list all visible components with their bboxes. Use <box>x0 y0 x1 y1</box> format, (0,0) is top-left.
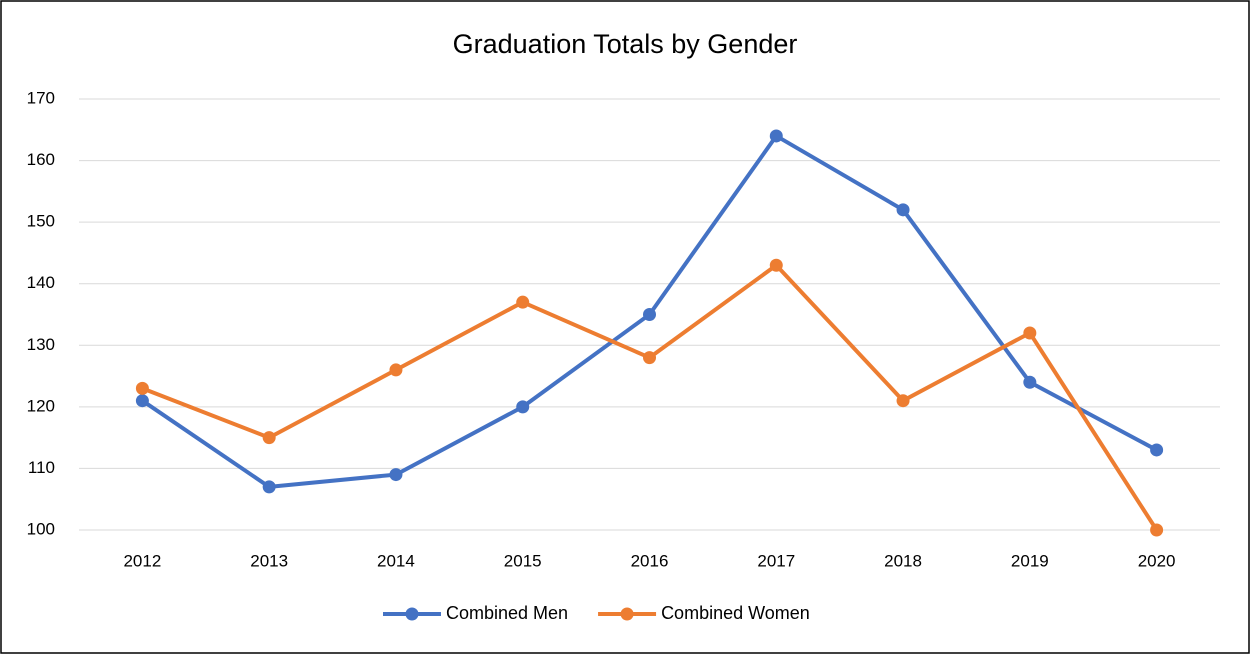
data-point <box>1023 375 1037 389</box>
y-tick-label: 170 <box>27 88 55 107</box>
x-tick-label: 2014 <box>377 551 415 570</box>
data-point <box>516 400 530 414</box>
data-point <box>643 351 656 365</box>
x-tick-label: 2019 <box>1011 551 1049 570</box>
x-tick-label: 2013 <box>250 551 288 570</box>
x-tick-label: 2015 <box>504 551 542 570</box>
data-point <box>1023 326 1037 340</box>
data-point <box>896 394 910 408</box>
y-tick-label: 140 <box>27 273 55 292</box>
y-tick-label: 120 <box>27 396 55 415</box>
x-tick-label: 2020 <box>1138 551 1176 570</box>
data-point <box>896 203 910 217</box>
y-tick-label: 130 <box>27 335 55 354</box>
legend-marker <box>620 607 634 621</box>
data-point <box>389 363 403 377</box>
data-point <box>135 381 149 395</box>
data-point <box>769 258 783 272</box>
data-point <box>135 394 149 408</box>
data-point <box>769 129 783 143</box>
x-tick-label: 2017 <box>757 551 795 570</box>
data-point <box>643 308 656 321</box>
data-point <box>516 295 530 309</box>
data-point <box>389 468 403 482</box>
y-tick-label: 110 <box>28 458 55 477</box>
legend-label: Combined Women <box>661 603 810 623</box>
x-tick-label: 2018 <box>884 551 922 570</box>
data-point <box>1150 443 1164 457</box>
data-point <box>1150 523 1164 537</box>
y-tick-label: 100 <box>27 519 55 538</box>
legend-label: Combined Men <box>446 603 568 623</box>
x-tick-label: 2012 <box>123 551 161 570</box>
x-tick-label: 2016 <box>631 551 669 570</box>
legend-marker <box>405 607 419 621</box>
y-tick-label: 160 <box>27 150 55 169</box>
data-point <box>262 480 276 494</box>
data-point <box>262 431 276 445</box>
chart-title: Graduation Totals by Gender <box>453 29 798 59</box>
y-tick-label: 150 <box>27 212 55 231</box>
